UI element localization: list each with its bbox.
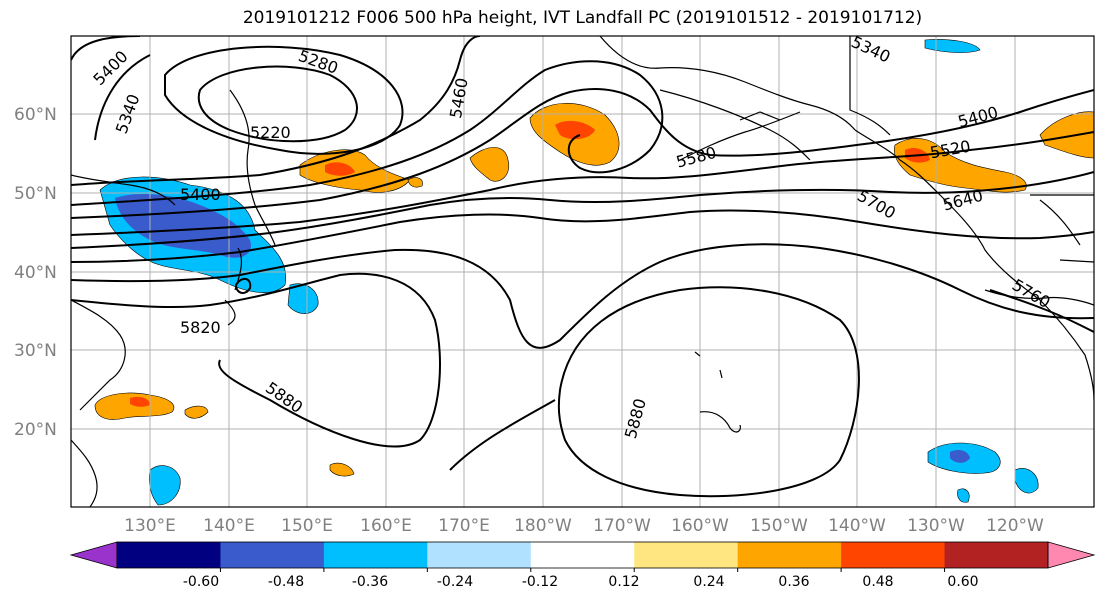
lon-label: 170°W <box>593 516 651 536</box>
contour-label: 5760 <box>1009 275 1054 312</box>
map-title: 2019101212 F006 500 hPa height, IVT Land… <box>242 8 923 28</box>
shade-neg-se2 <box>1014 468 1039 494</box>
graticule <box>71 36 1094 507</box>
shade-pos-mid-n3 <box>407 177 423 188</box>
lon-label: 180°W <box>514 516 572 536</box>
contour-label: 5220 <box>250 123 291 142</box>
contour-label: 5880 <box>262 378 306 417</box>
colorbar-segment <box>323 542 428 568</box>
contour-label: 5460 <box>446 76 472 119</box>
longitude-labels: 130°E 140°E 150°E 160°E 170°E 180°W 170°… <box>124 516 1044 536</box>
height-contours <box>71 36 1094 498</box>
contour-label: 5640 <box>941 186 985 215</box>
colorbar: -0.60 -0.48 -0.36 -0.24 -0.12 0.12 0.24 … <box>69 541 1096 590</box>
shade-neg-se3 <box>957 488 970 503</box>
lon-label: 130°E <box>124 516 176 536</box>
lon-label: 150°W <box>750 516 808 536</box>
colorbar-tick-label: 0.24 <box>693 574 724 590</box>
lat-label: 60°N <box>14 105 57 125</box>
contour-label: 5400 <box>180 185 221 204</box>
lon-label: 150°E <box>281 516 333 536</box>
colorbar-segment <box>117 542 221 568</box>
contour-label: 5880 <box>621 396 650 440</box>
shade-neg-top <box>924 39 981 53</box>
latitude-labels: 60°N 50°N 40°N 30°N 20°N <box>14 105 57 440</box>
colorbar-segment <box>220 542 325 568</box>
contour-label: 5520 <box>929 137 972 163</box>
lat-label: 50°N <box>14 184 57 204</box>
shade-pos-sw2 <box>184 405 209 419</box>
colorbar-tick-label: 0.36 <box>778 574 809 590</box>
contour-label: 5820 <box>180 318 221 337</box>
shade-pos-ne <box>1039 111 1094 159</box>
colorbar-segment <box>841 542 946 568</box>
contour-label: 5580 <box>674 143 718 172</box>
lon-label: 170°E <box>438 516 490 536</box>
colorbar-tick-label: 0.48 <box>862 574 893 590</box>
colorbar-segment <box>737 542 842 568</box>
lon-label: 140°E <box>203 516 255 536</box>
shade-pos-sw-inner <box>130 396 150 407</box>
lon-label: 160°W <box>671 516 729 536</box>
lat-label: 40°N <box>14 263 57 283</box>
contour-label: 5280 <box>296 46 341 78</box>
colorbar-tick-label: 0.60 <box>947 574 978 590</box>
lat-label: 20°N <box>14 420 57 440</box>
colorbar-outline <box>116 541 1049 569</box>
colorbar-tick-label: -0.24 <box>437 574 473 590</box>
colorbar-segment <box>530 542 635 568</box>
colorbar-segment <box>944 542 1049 568</box>
contour-label: 5400 <box>956 103 1000 132</box>
contour-label: 5340 <box>848 32 893 66</box>
shade-pos-mid-n2 <box>469 147 510 182</box>
shade-pos-mid-n <box>299 149 411 193</box>
shade-neg-nw-inner <box>115 194 251 258</box>
shade-pos-npac-inner <box>555 120 595 140</box>
colorbar-tick-label: -0.12 <box>522 574 558 590</box>
contour-label: 5400 <box>89 47 131 89</box>
shade-neg-sw <box>148 465 181 506</box>
colorbar-extend-right <box>1047 541 1096 569</box>
shade-pos-sw3 <box>329 462 355 477</box>
shade-pos-sw <box>94 392 175 420</box>
colorbar-extend-left <box>69 541 118 569</box>
lon-label: 160°E <box>360 516 412 536</box>
lon-label: 130°W <box>907 516 965 536</box>
ivt-shading <box>94 39 1094 506</box>
lat-label: 30°N <box>14 341 57 361</box>
colorbar-segment <box>427 542 532 568</box>
colorbar-tick-label: -0.48 <box>268 574 304 590</box>
colorbar-segment <box>634 542 739 568</box>
colorbar-tick-label: -0.36 <box>352 574 388 590</box>
colorbar-tick-label: -0.60 <box>183 574 219 590</box>
shade-pos-mid-n-inner <box>325 162 355 176</box>
colorbar-tick-label: 0.12 <box>608 574 639 590</box>
shade-neg-se-inner <box>950 450 970 463</box>
lon-label: 120°W <box>986 516 1044 536</box>
lon-label: 140°W <box>828 516 886 536</box>
map-frame <box>70 35 1095 508</box>
